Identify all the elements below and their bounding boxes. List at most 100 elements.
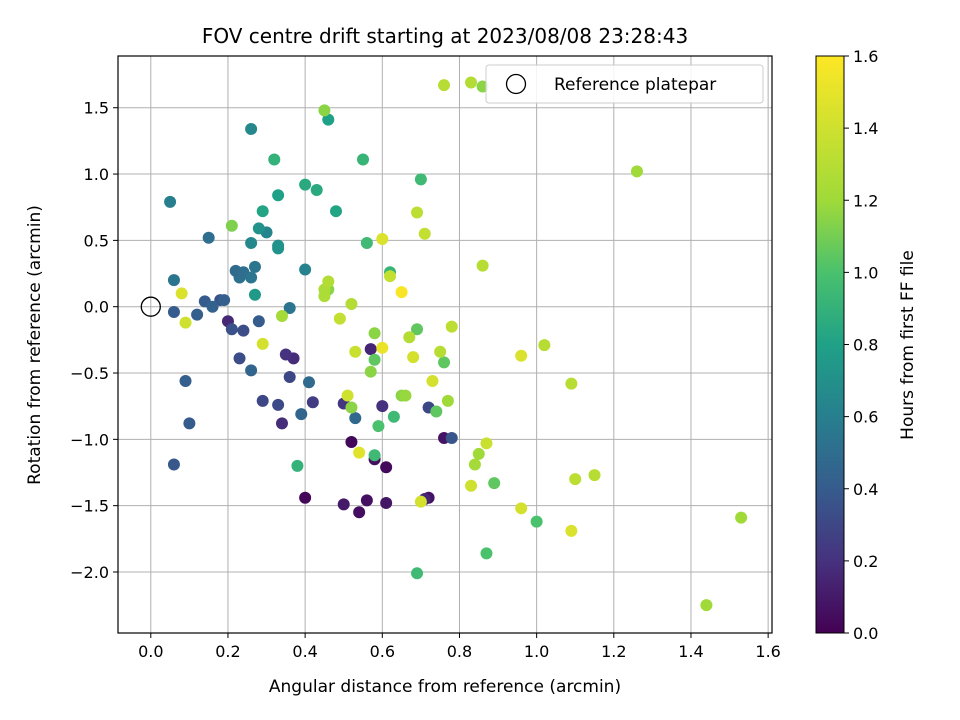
- data-point: [480, 547, 493, 560]
- data-point: [376, 233, 389, 246]
- colorbar-tick-label: 1.0: [853, 263, 878, 282]
- data-point: [330, 205, 342, 218]
- x-tick-label: 1.6: [755, 642, 780, 661]
- data-point: [376, 400, 389, 413]
- data-point: [337, 498, 350, 511]
- data-point: [225, 219, 238, 232]
- data-point: [310, 183, 323, 196]
- x-tick-label: 0.6: [370, 642, 395, 661]
- data-point: [411, 206, 424, 219]
- data-point: [245, 237, 258, 250]
- data-point: [272, 189, 285, 202]
- colorbar-tick-label: 1.4: [853, 119, 878, 138]
- data-point: [360, 494, 373, 507]
- x-axis-ticks: 0.0 0.2 0.4 0.6 0.8 1.0 1.2 1.4 1.6: [138, 633, 781, 661]
- data-point: [445, 432, 458, 445]
- y-tick-label: 0.0: [84, 298, 109, 317]
- data-point: [399, 389, 412, 402]
- x-tick-label: 1.4: [678, 642, 703, 661]
- data-point: [588, 469, 601, 482]
- data-point: [179, 316, 192, 329]
- data-point: [291, 459, 304, 472]
- data-point: [206, 300, 219, 313]
- legend-label: Reference platepar: [554, 75, 716, 95]
- data-point: [272, 398, 285, 411]
- data-point: [268, 153, 281, 166]
- data-point: [372, 420, 385, 433]
- data-point: [364, 343, 377, 356]
- data-point: [476, 259, 489, 272]
- data-point: [256, 394, 269, 407]
- data-point: [360, 237, 373, 250]
- data-point: [164, 195, 177, 208]
- data-point: [368, 353, 381, 366]
- data-point: [245, 271, 258, 284]
- data-point: [322, 113, 335, 126]
- colorbar-gradient: [815, 55, 845, 634]
- data-point: [735, 511, 748, 524]
- y-tick-label: −1.5: [70, 497, 109, 516]
- x-axis-label: Angular distance from reference (arcmin): [269, 677, 621, 697]
- data-point: [368, 449, 381, 462]
- data-point: [245, 122, 258, 135]
- data-point: [345, 298, 358, 311]
- data-point: [191, 308, 204, 321]
- y-tick-label: −2.0: [70, 563, 109, 582]
- colorbar: 0.0 0.2 0.4 0.6 0.8 1.0 1.2 1.4 1.6 Hours from f…: [815, 47, 918, 643]
- data-point: [414, 173, 427, 186]
- data-point: [283, 370, 296, 383]
- data-point: [295, 408, 308, 421]
- data-point: [441, 394, 454, 407]
- data-point: [488, 477, 501, 490]
- data-point: [530, 515, 543, 528]
- data-point: [318, 104, 331, 117]
- data-point: [700, 599, 713, 612]
- data-point: [183, 417, 196, 430]
- x-tick-label: 1.0: [524, 642, 549, 661]
- data-point: [395, 286, 408, 299]
- data-point: [345, 435, 358, 448]
- data-point: [353, 506, 366, 519]
- data-point: [302, 376, 315, 389]
- data-point: [248, 288, 261, 301]
- data-point: [248, 260, 261, 273]
- chart-title: FOV centre drift starting at 2023/08/08 …: [202, 24, 688, 48]
- data-point: [407, 351, 420, 364]
- data-point: [565, 377, 578, 390]
- data-point: [430, 405, 443, 418]
- colorbar-label: Hours from first FF file: [898, 250, 918, 440]
- x-tick-label: 0.0: [138, 642, 163, 661]
- data-point: [167, 306, 180, 319]
- colorbar-tick-label: 1.6: [853, 47, 878, 66]
- data-point: [630, 165, 643, 178]
- data-point: [384, 270, 397, 283]
- data-point: [345, 401, 358, 414]
- x-tick-label: 0.4: [292, 642, 317, 661]
- data-point: [364, 365, 377, 378]
- data-point: [279, 348, 292, 361]
- data-point: [225, 323, 238, 336]
- data-point: [380, 497, 393, 510]
- y-tick-label: −1.0: [70, 430, 109, 449]
- colorbar-tick-label: 1.2: [853, 191, 878, 210]
- data-point: [256, 205, 269, 218]
- data-point: [465, 76, 478, 89]
- data-point: [341, 389, 354, 402]
- reference-marker-layer: [140, 296, 161, 317]
- x-tick-label: 0.8: [447, 642, 472, 661]
- y-axis-label: Rotation from reference (arcmin): [25, 205, 45, 485]
- legend: Reference platepar: [485, 64, 764, 104]
- colorbar-ticks: 0.0 0.2 0.4 0.6 0.8 1.0 1.2 1.4 1.6: [844, 47, 878, 643]
- data-point: [218, 294, 231, 307]
- data-point: [438, 79, 451, 92]
- legend-box: [485, 64, 764, 104]
- data-point: [306, 396, 319, 409]
- colorbar-tick-label: 0.6: [853, 408, 878, 427]
- data-point: [468, 458, 481, 471]
- legend-open-circle-icon: [505, 73, 527, 95]
- data-point: [515, 349, 528, 362]
- colorbar-tick-label: 0.4: [853, 480, 878, 499]
- data-point: [387, 410, 400, 423]
- data-point: [411, 323, 424, 336]
